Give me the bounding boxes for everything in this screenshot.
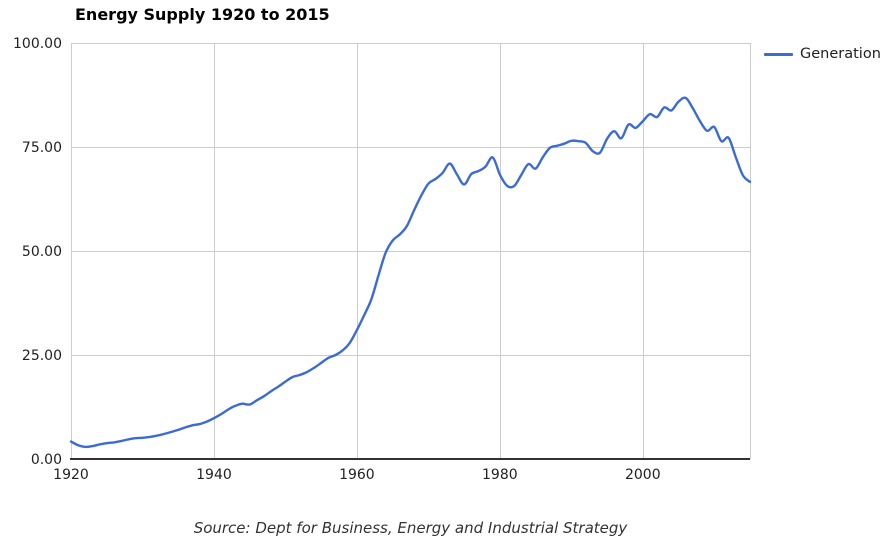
y-tick-label: 100.00 — [13, 36, 62, 52]
x-tick-label: 1980 — [482, 467, 518, 483]
line-chart-plot: 0.00 25.00 50.00 75.00 100.00 1920 1940 1960 198… — [13, 36, 752, 483]
legend: Generation — [764, 45, 881, 63]
chart-title: Energy Supply 1920 to 2015 — [75, 5, 330, 24]
series-line-generation — [69, 96, 752, 449]
legend-series-label: Generation — [800, 46, 881, 62]
y-tick-label: 25.00 — [22, 348, 62, 364]
x-tick-label: 1920 — [53, 467, 89, 483]
y-tick-label: 50.00 — [22, 244, 62, 260]
x-tick-label: 2000 — [625, 467, 661, 483]
source-note: Source: Dept for Business, Energy and In… — [193, 519, 628, 537]
x-tick-label: 1960 — [339, 467, 375, 483]
x-tick-label: 1940 — [196, 467, 232, 483]
y-tick-label: 75.00 — [22, 140, 62, 156]
legend-line-swatch — [764, 52, 793, 56]
y-tick-label: 0.00 — [31, 452, 62, 468]
